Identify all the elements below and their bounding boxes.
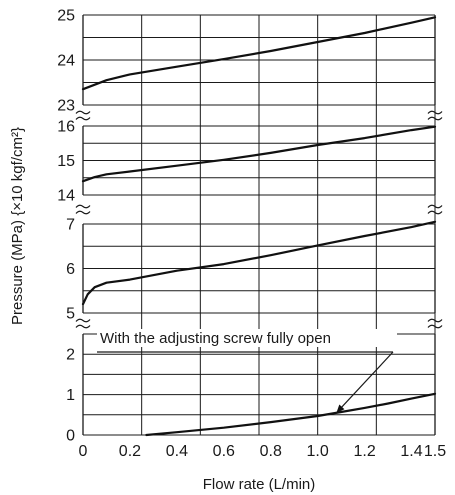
x-tick-label: 0.6 bbox=[213, 443, 235, 460]
panel-4: 0 1 2 bbox=[66, 333, 437, 445]
x-tick-label: 1.0 bbox=[307, 443, 329, 460]
panel-3: 5 6 7 bbox=[66, 217, 437, 323]
y-tick-label: 23 bbox=[57, 98, 75, 115]
x-tick-label: 1.4 bbox=[400, 443, 422, 460]
x-tick-label: 0.4 bbox=[166, 443, 188, 460]
axis-break-mark bbox=[427, 210, 443, 215]
y-tick-label: 16 bbox=[57, 119, 75, 136]
y-tick-label: 2 bbox=[66, 347, 75, 364]
pressure-curve bbox=[81, 125, 437, 183]
y-tick-label: 1 bbox=[66, 387, 75, 404]
y-tick-label: 24 bbox=[57, 53, 75, 70]
axis-break-mark bbox=[75, 116, 91, 121]
axis-break-mark bbox=[75, 210, 91, 215]
axis-break-mark bbox=[75, 324, 91, 329]
y-tick-label: 6 bbox=[66, 261, 75, 278]
axis-break-mark bbox=[427, 324, 443, 329]
y-tick-label: 7 bbox=[66, 217, 75, 234]
panel-1: 23 24 25 bbox=[57, 8, 437, 115]
y-tick-label: 15 bbox=[57, 153, 75, 170]
pressure-curve bbox=[81, 220, 437, 306]
axis-break-mark bbox=[75, 204, 91, 209]
axis-break-mark bbox=[427, 116, 443, 121]
annotation-leader-line bbox=[336, 351, 394, 414]
axis-break-mark bbox=[427, 204, 443, 209]
axis-break-mark bbox=[75, 110, 91, 115]
y-tick-label: 14 bbox=[57, 188, 75, 205]
pressure-curve bbox=[145, 392, 437, 437]
axis-break-mark bbox=[427, 318, 443, 323]
y-tick-label: 25 bbox=[57, 8, 75, 25]
x-tick-label: 0 bbox=[79, 443, 88, 460]
annotation-arrowhead bbox=[336, 404, 345, 413]
x-tick-label: 1.5 bbox=[424, 443, 446, 460]
axis-break-mark bbox=[427, 110, 443, 115]
y-tick-label: 5 bbox=[66, 306, 75, 323]
annotation-label: With the adjusting screw fully open bbox=[100, 330, 331, 347]
x-tick-label: 0.8 bbox=[260, 443, 282, 460]
y-axis-title: Pressure (MPa) {×10 kgf/cm²} bbox=[9, 127, 26, 325]
x-tick-label: 0.2 bbox=[119, 443, 141, 460]
axis-break-mark bbox=[75, 318, 91, 323]
annotation-background bbox=[97, 329, 397, 347]
pressure-curve bbox=[81, 16, 437, 91]
x-axis-title: Flow rate (L/min) bbox=[203, 476, 316, 493]
y-tick-label: 0 bbox=[66, 428, 75, 445]
panel-2: 14 15 16 bbox=[57, 119, 437, 205]
plot-area: 23 24 25 14 15 16 5 6 7 0 1 2 0 0.2 0.4 0.6 0.8 1.0 1.2 1.4… bbox=[57, 8, 446, 461]
x-tick-label: 1.2 bbox=[353, 443, 375, 460]
